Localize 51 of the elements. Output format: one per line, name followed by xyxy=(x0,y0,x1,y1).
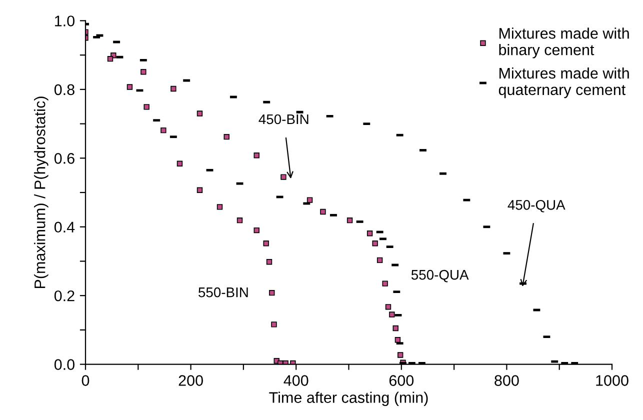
y-axis-title: P(maximum) / P(hydrostatic) xyxy=(34,96,48,288)
y-tick-label: 0.0 xyxy=(54,359,74,370)
x-tick-label: 200 xyxy=(178,375,203,386)
annotation: 550-BIN xyxy=(198,287,248,298)
annotation: 550-QUA xyxy=(411,270,469,282)
annotation: 450-BIN xyxy=(258,114,308,124)
annotation: 450-QUA xyxy=(508,200,566,212)
x-axis-title: Time after casting (min) xyxy=(269,392,428,406)
point xyxy=(397,352,404,358)
point xyxy=(385,304,392,310)
y-tick-label: 0.4 xyxy=(54,222,75,233)
x-tick-label: 600 xyxy=(389,375,414,386)
y-tick-label: 0.8 xyxy=(54,84,74,96)
point xyxy=(263,240,269,246)
point xyxy=(176,160,183,166)
point xyxy=(389,312,395,318)
point xyxy=(236,217,243,224)
x-tick-label: 1000 xyxy=(596,375,628,386)
point xyxy=(126,84,133,90)
y-tick-label: 0.6 xyxy=(54,153,74,164)
point xyxy=(271,322,277,328)
point xyxy=(107,56,114,62)
x-tick-label: 400 xyxy=(284,375,308,386)
point xyxy=(160,127,166,134)
point xyxy=(254,152,260,158)
point xyxy=(382,280,388,286)
x-tick-label: 800 xyxy=(494,375,519,386)
x-tick-label: 0 xyxy=(82,375,90,386)
point xyxy=(376,257,383,264)
point xyxy=(170,86,176,92)
legend-label: Mixtures made with quaternary cement xyxy=(498,67,629,98)
y-tick-label: 0.2 xyxy=(54,290,74,302)
point xyxy=(144,104,150,110)
point xyxy=(254,227,260,234)
point xyxy=(216,204,223,210)
point xyxy=(196,110,203,116)
legend-label: Mixtures made with binary cement xyxy=(499,28,629,58)
point xyxy=(224,134,230,140)
point xyxy=(266,259,272,265)
point xyxy=(280,174,286,180)
point xyxy=(306,197,313,203)
point xyxy=(372,240,378,246)
point xyxy=(394,337,401,343)
point xyxy=(392,325,398,332)
y-tick-label: 1.0 xyxy=(55,16,74,26)
point xyxy=(320,208,326,215)
point xyxy=(366,230,373,236)
point xyxy=(140,69,146,75)
point xyxy=(346,217,353,224)
point xyxy=(196,187,203,193)
point xyxy=(269,290,275,296)
